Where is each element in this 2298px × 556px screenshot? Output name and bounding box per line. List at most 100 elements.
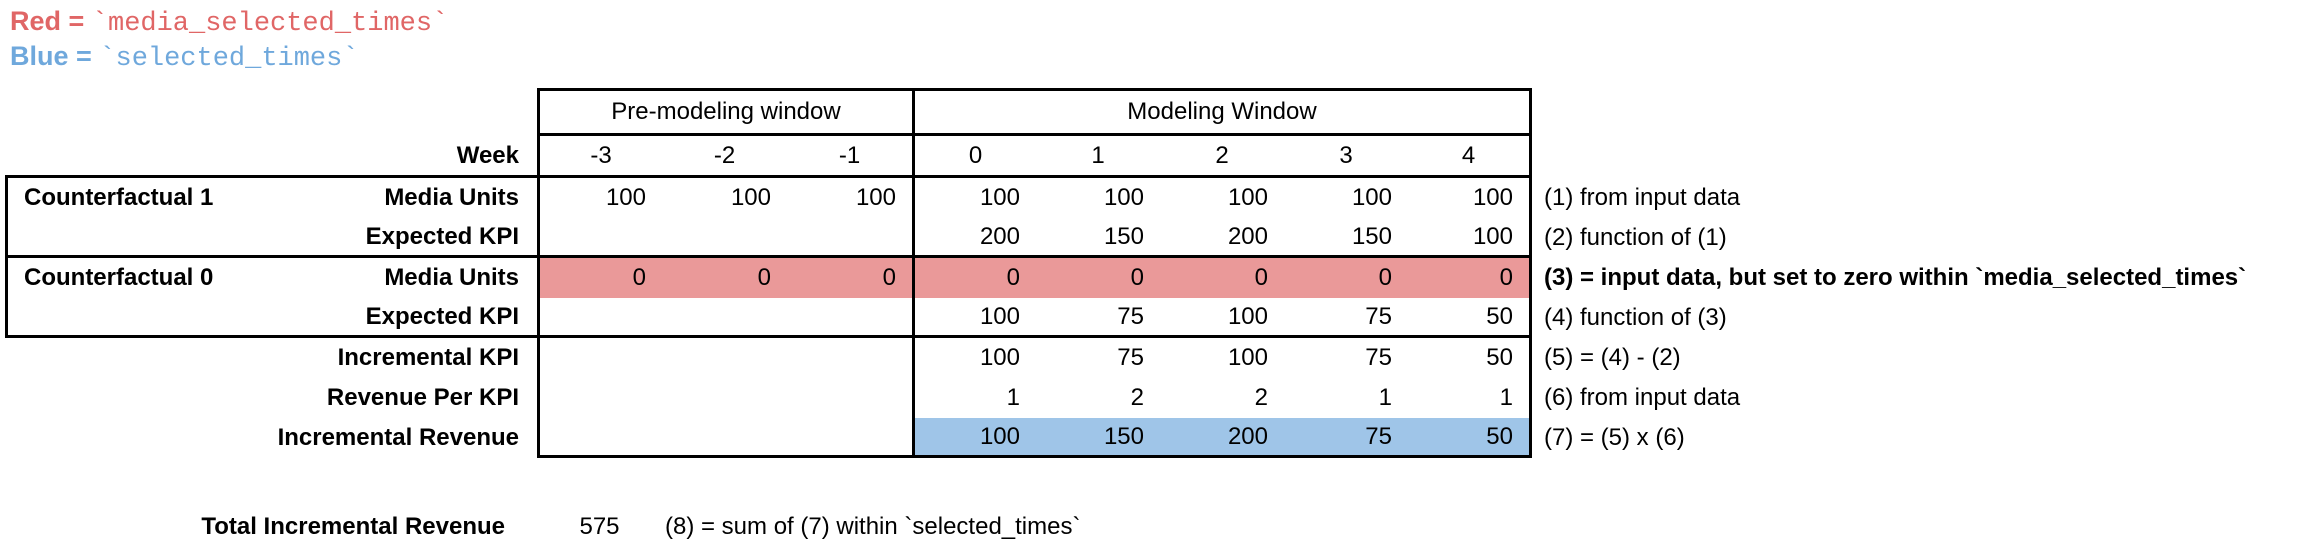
data-cell — [662, 218, 787, 258]
data-cell: 100 — [1227, 184, 1268, 211]
note-col-spacer — [1532, 136, 2287, 178]
data-cell: 200 — [912, 218, 1036, 258]
data-cell-blue: 200 — [1160, 418, 1284, 458]
data-cell — [537, 298, 662, 338]
data-cell-red: 0 — [1160, 258, 1284, 298]
data-cell: 100 — [1103, 184, 1144, 211]
data-cell — [662, 338, 787, 378]
row-label: Expected KPI — [250, 298, 537, 338]
row-note: (7) = (5) x (6) — [1544, 424, 1685, 451]
group-label-counterfactual-0: Counterfactual 0 — [5, 258, 250, 298]
data-cell — [787, 338, 912, 378]
week-cell: -2 — [662, 136, 787, 178]
week-cell: 3 — [1284, 136, 1408, 178]
note-col-spacer — [1532, 88, 2287, 136]
data-cell — [787, 218, 912, 258]
total-value: 575 — [579, 513, 620, 540]
data-cell-blue: 150 — [1036, 418, 1160, 458]
data-cell-red: 0 — [1284, 258, 1408, 298]
data-cell-red: 0 — [1036, 258, 1160, 298]
data-cell — [787, 418, 912, 458]
data-cell — [662, 418, 787, 458]
data-cell: 100 — [1351, 184, 1392, 211]
data-cell-red: 0 — [1408, 258, 1532, 298]
data-cell — [537, 218, 662, 258]
legend-red-label: Red = — [10, 6, 85, 36]
total-note: (8) = sum of (7) within `selected_times` — [665, 513, 1081, 540]
row-note: (5) = (4) - (2) — [1544, 344, 1681, 371]
row-note: (6) from input data — [1544, 384, 1741, 411]
data-cell: 100 — [1227, 344, 1268, 371]
data-cell-blue: 75 — [1284, 418, 1408, 458]
row-note: (1) from input data — [1544, 184, 1741, 211]
legend: Red = `media_selected_times` Blue = `sel… — [10, 5, 448, 75]
pre-window-header: Pre-modeling window — [537, 88, 912, 136]
data-cell-red: 0 — [662, 258, 787, 298]
row-label: Expected KPI — [250, 218, 537, 258]
row-label: Incremental KPI — [337, 344, 519, 371]
calc-table: Pre-modeling window Modeling Window Week… — [5, 88, 2287, 458]
data-cell: 150 — [1284, 218, 1408, 258]
week-cell: 2 — [1160, 136, 1284, 178]
data-cell: 100 — [730, 184, 771, 211]
week-cell: -1 — [787, 136, 912, 178]
data-cell: 1 — [1378, 384, 1392, 411]
data-cell: 100 — [912, 178, 1036, 218]
data-cell: 1 — [1408, 378, 1532, 418]
data-cell — [662, 298, 787, 338]
data-cell — [537, 418, 662, 458]
legend-red-code: `media_selected_times` — [91, 9, 449, 39]
data-cell: 100 — [1408, 178, 1532, 218]
data-cell: 150 — [1036, 218, 1160, 258]
row-note: (2) function of (1) — [1544, 224, 1727, 251]
data-cell-red: 0 — [912, 258, 1036, 298]
week-cell: 0 — [912, 136, 1036, 178]
row-label: Incremental Revenue — [277, 424, 519, 451]
legend-blue-line: Blue = `selected_times` — [10, 40, 448, 75]
data-cell-red: 0 — [787, 258, 912, 298]
group-label-spacer — [5, 298, 250, 338]
data-cell: 75 — [1365, 344, 1392, 371]
data-cell: 50 — [1408, 298, 1532, 338]
data-cell: 75 — [1117, 344, 1144, 371]
data-cell: 100 — [912, 298, 1036, 338]
data-cell: 100 — [1160, 298, 1284, 338]
row-label: Media Units — [384, 184, 519, 211]
row-note: (3) = input data, but set to zero within… — [1544, 264, 2247, 291]
data-cell: 100 — [537, 178, 662, 218]
data-cell — [787, 298, 912, 338]
group-label-spacer — [5, 418, 250, 458]
data-cell: 75 — [1284, 298, 1408, 338]
row-note: (4) function of (3) — [1544, 304, 1727, 331]
data-cell — [537, 378, 662, 418]
week-row-spacer — [5, 136, 250, 178]
data-cell — [787, 378, 912, 418]
data-cell: 2 — [1254, 384, 1268, 411]
data-cell — [537, 338, 662, 378]
week-cell: 1 — [1036, 136, 1160, 178]
legend-blue-code: `selected_times` — [99, 44, 359, 74]
data-cell: 50 — [1408, 338, 1532, 378]
legend-red-line: Red = `media_selected_times` — [10, 5, 448, 40]
week-cell: -3 — [537, 136, 662, 178]
group-label-spacer — [5, 378, 250, 418]
legend-blue-label: Blue = — [10, 41, 92, 71]
data-cell: 100 — [912, 338, 1036, 378]
row-label: Media Units — [384, 264, 519, 291]
group-label-spacer — [5, 218, 250, 258]
data-cell-blue: 50 — [1408, 418, 1532, 458]
corner-spacer — [5, 88, 537, 136]
data-cell-blue: 100 — [912, 418, 1036, 458]
week-label: Week — [250, 136, 537, 178]
data-cell-red: 0 — [537, 258, 662, 298]
row-label: Revenue Per KPI — [326, 384, 519, 411]
data-cell: 100 — [1408, 218, 1532, 258]
modeling-window-header: Modeling Window — [912, 88, 1532, 136]
data-cell: 2 — [1130, 384, 1144, 411]
data-cell: 100 — [855, 184, 896, 211]
data-cell — [662, 378, 787, 418]
week-cell: 4 — [1408, 136, 1532, 178]
data-cell: 1 — [912, 378, 1036, 418]
data-cell: 75 — [1036, 298, 1160, 338]
